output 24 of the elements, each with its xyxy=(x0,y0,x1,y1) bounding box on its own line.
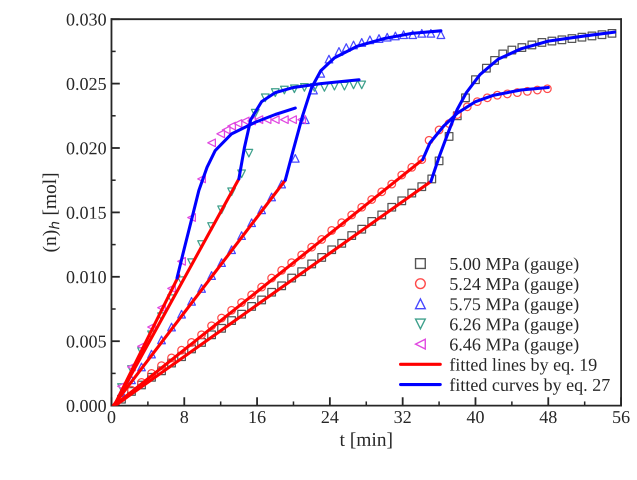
legend-label: fitted curves by eq. 27 xyxy=(450,378,610,395)
y-tick-label: 0.005 xyxy=(66,335,106,348)
x-tick-label: 8 xyxy=(180,410,188,424)
y-tick-label: 0.020 xyxy=(66,142,106,155)
legend-label: 6.46 MPa (gauge) xyxy=(450,338,578,354)
x-tick-label: 56 xyxy=(613,411,630,424)
x-tick-label: 48 xyxy=(540,410,557,424)
y-tick-label: 0.010 xyxy=(66,271,106,284)
legend-label: 5.75 MPa (gauge) xyxy=(450,298,578,314)
y-tick-label: 0.025 xyxy=(66,78,106,90)
legend-label: fitted lines by eq. 19 xyxy=(450,358,596,375)
x-axis-title: t [min] xyxy=(340,432,392,448)
y-tick-label: 0.030 xyxy=(66,13,106,26)
y-axis-title: (n)$_{h}$ [mol] xyxy=(42,174,60,252)
x-tick-label: 32 xyxy=(394,411,411,424)
x-tick-label: 16 xyxy=(250,411,266,424)
y-tick-label: 0.000 xyxy=(66,400,106,412)
legend-label: 5.00 MPa (gauge) xyxy=(450,257,578,274)
legend-label: 6.26 MPa (gauge) xyxy=(450,318,578,334)
x-tick-label: 0 xyxy=(108,410,116,424)
y-tick-label: 0.015 xyxy=(66,206,106,219)
legend-label: 5.24 MPa (gauge) xyxy=(450,277,578,294)
x-tick-label: 24 xyxy=(322,411,339,423)
x-tick-label: 40 xyxy=(466,410,484,424)
